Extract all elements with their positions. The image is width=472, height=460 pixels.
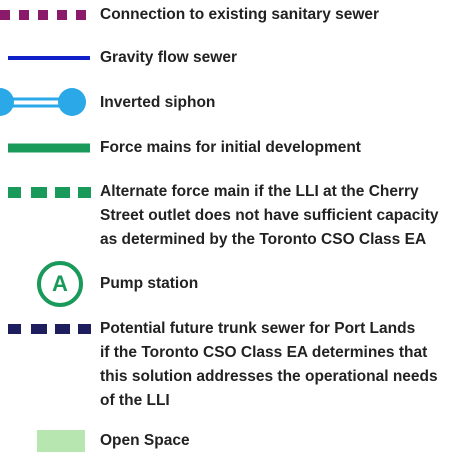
legend-label: Connection to existing sanitary sewer	[100, 6, 379, 23]
inverted-siphon-symbol	[0, 88, 86, 116]
legend-label: if the Toronto CSO Class EA determines t…	[100, 344, 427, 361]
legend-label: Inverted siphon	[100, 94, 215, 111]
sanitary-connection-symbol	[0, 10, 86, 20]
future-trunk-sewer-symbol	[8, 324, 91, 334]
legend-label: Gravity flow sewer	[100, 49, 237, 66]
legend-labels: Connection to existing sanitary sewer Gra…	[100, 6, 439, 449]
pump-station-symbol	[37, 261, 83, 307]
legend-label: Street outlet does not have sufficient c…	[100, 207, 439, 224]
legend-label: Force mains for initial development	[100, 139, 361, 156]
legend-label: Potential future trunk sewer for Port La…	[100, 320, 415, 337]
pump-station-letter: A	[52, 271, 68, 296]
legend-label: of the LLI	[100, 392, 170, 409]
alternate-force-main-symbol	[8, 187, 91, 198]
legend-label: Pump station	[100, 275, 198, 292]
legend-label: Alternate force main if the LLI at the C…	[100, 183, 419, 200]
legend-label: this solution addresses the operational …	[100, 368, 438, 385]
legend-label: as determined by the Toronto CSO Class E…	[100, 231, 426, 248]
open-space-symbol	[37, 430, 85, 452]
legend-label: Open Space	[100, 432, 190, 449]
